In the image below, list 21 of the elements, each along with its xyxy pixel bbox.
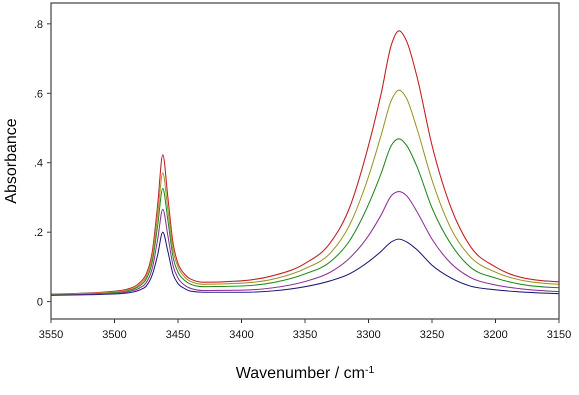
y-tick-label: .4 <box>34 158 43 170</box>
line-series <box>50 30 560 295</box>
x-tick-label: 3450 <box>166 329 190 341</box>
line-series <box>50 90 560 295</box>
line-series <box>50 138 560 296</box>
y-tick-label: .2 <box>34 227 43 240</box>
y-tick-label: .6 <box>34 88 43 100</box>
y-axis-title: Absorbance <box>3 118 20 204</box>
y-tick-label: 0 <box>36 296 43 309</box>
x-tick-label: 3550 <box>38 329 64 341</box>
x-tick-label: 3150 <box>546 329 572 341</box>
line-series <box>50 232 560 296</box>
x-tick-label: 3350 <box>292 329 318 341</box>
x-axis-title: Wavenumber / cm$^{-1}$ <box>236 364 374 382</box>
x-tick-label: 3300 <box>356 329 381 341</box>
x-tick-label: 3500 <box>102 329 127 341</box>
line-series <box>50 191 560 296</box>
x-tick-label: 3400 <box>229 329 254 341</box>
y-tick-label: .8 <box>34 18 43 31</box>
x-tick-label: 3200 <box>483 329 508 341</box>
x-tick-label: 3250 <box>420 329 444 341</box>
